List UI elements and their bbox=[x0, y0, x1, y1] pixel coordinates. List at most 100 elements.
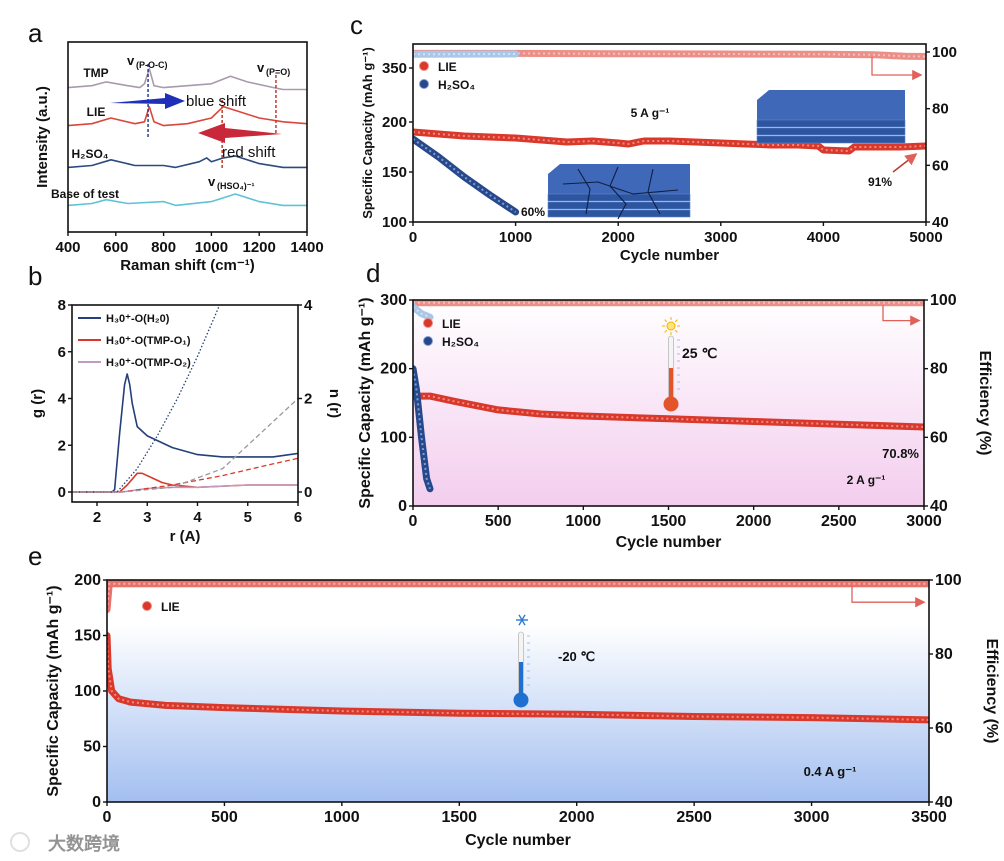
watermark-icon bbox=[10, 832, 30, 852]
y-tick-label: 150 bbox=[382, 164, 407, 181]
x-tick-label: 3500 bbox=[911, 809, 947, 826]
thermometer-level bbox=[519, 662, 523, 694]
thermometer-level bbox=[669, 368, 673, 398]
y2-tick-label: 60 bbox=[932, 157, 949, 174]
x-axis-label: Cycle number bbox=[465, 832, 571, 849]
series-lie-line bbox=[68, 105, 307, 127]
panel-label: b bbox=[28, 261, 42, 291]
crack-lines bbox=[562, 166, 679, 220]
series-h-0-o-h-0--line bbox=[72, 373, 298, 493]
current-density-label: 0.4 A g⁻¹ bbox=[804, 764, 857, 779]
x-tick-label: 1000 bbox=[195, 239, 228, 256]
current-density-label: 5 A g⁻¹ bbox=[631, 106, 670, 120]
series-label: TMP bbox=[83, 66, 108, 80]
electrode-layer bbox=[547, 209, 691, 218]
current-density-label: 2 A g⁻¹ bbox=[847, 473, 886, 487]
v-poc-label: v bbox=[127, 53, 135, 68]
series-label: LIE bbox=[87, 105, 106, 119]
y2-tick-label: 40 bbox=[935, 794, 953, 811]
y-tick-label: 2 bbox=[58, 437, 66, 454]
x-tick-label: 1000 bbox=[566, 513, 602, 530]
electrode-top bbox=[548, 164, 690, 196]
sun-core bbox=[666, 321, 676, 331]
x-tick-label: 1400 bbox=[290, 239, 323, 256]
lie-retention-label: 91% bbox=[868, 175, 892, 189]
y-tick-label: 8 bbox=[58, 297, 66, 314]
efficiency-axis-arrow bbox=[851, 585, 926, 608]
y-tick-label: 200 bbox=[74, 572, 101, 589]
x-tick-label: 3000 bbox=[704, 229, 737, 246]
y-tick-label: 0 bbox=[92, 794, 101, 811]
red-shift-label: red shift bbox=[222, 144, 276, 161]
y-tick-label: 200 bbox=[382, 114, 407, 131]
y2-tick-label: 2 bbox=[304, 391, 312, 408]
y-tick-label: 6 bbox=[58, 344, 66, 361]
legend-label: H₃0⁺-O(TMP-O₁) bbox=[106, 335, 191, 347]
x-tick-label: 600 bbox=[103, 239, 128, 256]
sun-ray bbox=[674, 329, 678, 333]
series-h-so-efficiency-marker-highlights bbox=[413, 306, 431, 319]
legend-label: H₂SO₄ bbox=[442, 335, 479, 349]
x-tick-label: 2000 bbox=[602, 229, 635, 246]
y2-tick-label: 60 bbox=[935, 720, 953, 737]
legend-label: H₃0⁺-O(TMP-O₂) bbox=[106, 357, 191, 369]
x-tick-label: 2 bbox=[93, 509, 101, 526]
watermark-logo: 大数跨境 bbox=[10, 832, 120, 854]
x-tick-label: 500 bbox=[211, 809, 238, 826]
y-tick-label: 100 bbox=[380, 429, 407, 446]
v-hso4-label: v bbox=[208, 174, 216, 189]
electrode-layer bbox=[756, 135, 906, 144]
y2-tick-label: 80 bbox=[932, 101, 949, 118]
electrode-layer bbox=[756, 127, 906, 136]
legend-marker bbox=[419, 61, 429, 71]
x-tick-label: 5000 bbox=[909, 229, 942, 246]
x-axis-label: Raman shift (cm⁻¹) bbox=[120, 257, 255, 274]
sun-ray bbox=[674, 319, 678, 323]
thermometer-warm-icon bbox=[663, 335, 680, 412]
cracked-electrode-inset bbox=[547, 164, 691, 220]
efficiency-axis-arrow bbox=[871, 56, 923, 81]
panel-label: a bbox=[28, 18, 43, 48]
plot-frame bbox=[71, 304, 299, 503]
series-lie-marker-highlights bbox=[107, 635, 929, 721]
x-tick-label: 0 bbox=[409, 513, 418, 530]
panel-label: c bbox=[350, 10, 363, 40]
series-h-so--line bbox=[68, 155, 307, 169]
y2-tick-label: 100 bbox=[932, 44, 957, 61]
x-tick-label: 1200 bbox=[243, 239, 276, 256]
retention-arrow bbox=[892, 153, 918, 173]
x-axis-label: Cycle number bbox=[620, 247, 719, 264]
y2-tick-label: 100 bbox=[930, 292, 957, 309]
legend-label: LIE bbox=[442, 317, 461, 331]
plot-area bbox=[107, 580, 929, 724]
snowflake-arm bbox=[518, 614, 526, 626]
y2-tick-label: 100 bbox=[935, 572, 962, 589]
x-tick-label: 3 bbox=[143, 509, 151, 526]
y-tick-label: 300 bbox=[380, 292, 407, 309]
y-tick-label: 4 bbox=[58, 391, 67, 408]
plot-background bbox=[107, 580, 929, 802]
y2-tick-label: 40 bbox=[932, 214, 949, 231]
x-tick-label: 0 bbox=[409, 229, 417, 246]
legend-marker bbox=[419, 79, 429, 89]
panel-a: a 400 600 800 1000 1200 1400 Raman shift (cm⁻¹)… bbox=[28, 18, 324, 274]
x-tick-label: 5 bbox=[244, 509, 252, 526]
thermometer-bulb bbox=[663, 396, 679, 412]
legend-marker bbox=[423, 318, 433, 328]
y2-axis-label: Efficiency (%) bbox=[976, 351, 993, 456]
plot-area bbox=[413, 300, 924, 493]
y2-tick-label: 80 bbox=[935, 646, 953, 663]
x-tick-label: 2500 bbox=[676, 809, 712, 826]
sun-ray bbox=[664, 319, 668, 323]
x-tick-label: 2000 bbox=[559, 809, 595, 826]
x-tick-label: 4000 bbox=[807, 229, 840, 246]
series-label: Base of test bbox=[51, 187, 119, 201]
thermometer-bulb bbox=[513, 692, 529, 708]
legend-label: LIE bbox=[161, 600, 180, 614]
y2-tick-label: 4 bbox=[304, 297, 313, 314]
electrode-layer bbox=[756, 119, 906, 128]
series-lie-efficiency-markers bbox=[413, 49, 926, 60]
y-axis-label: Specific Capacity (mAh g⁻¹) bbox=[357, 297, 374, 508]
